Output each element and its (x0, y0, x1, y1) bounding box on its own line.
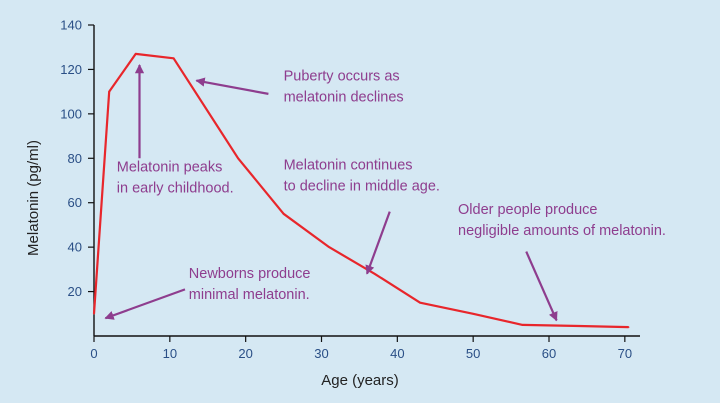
x-tick-label: 20 (238, 346, 252, 361)
annotation: Melatonin peaks in early childhood. (117, 160, 234, 197)
y-tick-label: 140 (60, 18, 82, 33)
x-tick-label: 60 (542, 346, 556, 361)
annotation-line: Puberty occurs as (284, 69, 400, 85)
data-point (627, 326, 630, 328)
data-point (472, 312, 474, 315)
data-point (93, 312, 95, 315)
annotation: Older people produce negligible amounts o… (458, 202, 666, 239)
data-point (419, 301, 421, 304)
data-point (237, 157, 239, 160)
annotations-layer: Puberty occurs as melatonin declines Melat… (117, 69, 666, 304)
data-point (328, 246, 330, 248)
data-point (521, 324, 524, 326)
annotation-line: to decline in middle age. (284, 178, 440, 194)
y-tick-label: 120 (60, 62, 82, 77)
annotation-line: in early childhood. (117, 181, 234, 197)
data-point (373, 273, 376, 275)
annotation-arrow (365, 211, 391, 275)
x-tick-label: 0 (90, 346, 97, 361)
data-point (108, 90, 110, 93)
y-tick-label: 60 (68, 195, 82, 210)
series-layer (92, 52, 630, 329)
x-tick-label: 30 (314, 346, 328, 361)
annotation-arrow (525, 251, 558, 322)
data-point (282, 213, 285, 215)
x-tick-label: 10 (163, 346, 177, 361)
x-tick-label: 50 (466, 346, 480, 361)
annotation-line: minimal melatonin. (189, 287, 310, 303)
y-tick-label: 20 (68, 284, 82, 299)
x-axis-title: Age (years) (321, 372, 399, 389)
arrows-layer (104, 64, 558, 322)
y-tick-label: 100 (60, 106, 82, 121)
data-point (134, 53, 137, 55)
annotation-line: Older people produce (458, 202, 597, 218)
y-tick-label: 80 (68, 151, 82, 166)
annotation: Puberty occurs as melatonin declines (284, 69, 404, 106)
data-point (578, 325, 581, 327)
annotation-line: Newborns produce (189, 266, 311, 282)
data-point (172, 57, 175, 60)
y-tick-label: 40 (68, 240, 82, 255)
annotation-line: Melatonin continues (284, 157, 413, 173)
annotation-line: Melatonin peaks (117, 160, 223, 176)
annotation: Newborns produce minimal melatonin. (189, 266, 311, 303)
annotation-arrow (195, 77, 269, 95)
x-tick-label: 40 (390, 346, 404, 361)
annotation: Melatonin continues to decline in middle … (284, 157, 440, 194)
annotation-line: negligible amounts of melatonin. (458, 223, 666, 239)
annotation-line: melatonin declines (284, 90, 404, 106)
y-axis-title: Melatonin (pg/ml) (25, 140, 42, 256)
ticks: 20 40 60 80 100 120 140 0 10 20 30 40 50 60 70 (60, 18, 632, 362)
annotation-arrow (104, 288, 186, 320)
x-tick-label: 70 (618, 346, 632, 361)
